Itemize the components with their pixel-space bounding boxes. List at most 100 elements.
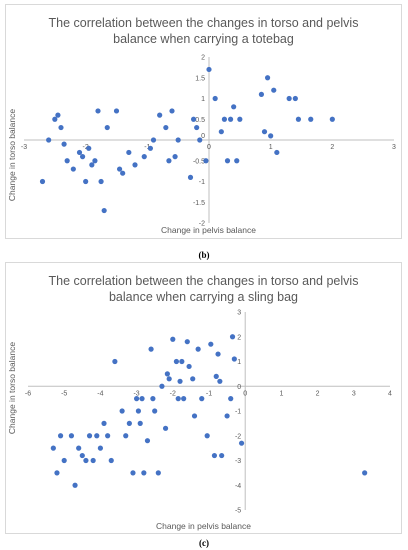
data-point	[101, 420, 107, 426]
y-tick-label: 1.5	[195, 75, 205, 82]
data-point	[57, 433, 64, 439]
x-tick-label: -3	[133, 390, 139, 397]
data-point	[292, 95, 298, 102]
y-tick-label: -1	[199, 179, 205, 186]
data-point	[58, 124, 64, 131]
data-point	[295, 116, 302, 122]
data-point	[104, 124, 110, 131]
data-point	[173, 358, 180, 365]
data-point	[212, 95, 218, 102]
data-point	[191, 413, 198, 419]
data-point	[126, 149, 132, 156]
data-point	[79, 452, 85, 459]
data-point	[268, 133, 274, 139]
x-tick-label: -5	[61, 390, 67, 397]
data-point	[362, 470, 368, 476]
data-point	[61, 457, 67, 464]
data-point	[141, 154, 147, 160]
data-point	[213, 373, 219, 379]
data-point	[108, 457, 114, 464]
data-point	[237, 116, 243, 122]
x-tick-label: 3	[352, 390, 356, 397]
data-point	[195, 346, 201, 352]
data-point	[329, 116, 335, 122]
data-point	[162, 425, 169, 431]
chart-title-line-1: The correlation between the changes in t…	[48, 16, 359, 30]
data-point	[92, 158, 98, 164]
data-point	[113, 108, 120, 114]
data-point	[83, 457, 89, 464]
y-tick-label: -5	[235, 508, 241, 515]
data-point	[152, 408, 158, 414]
data-point	[139, 396, 145, 402]
data-point	[286, 95, 292, 102]
y-tick-label: 1	[201, 96, 205, 103]
data-point	[234, 158, 240, 164]
data-point	[150, 396, 156, 402]
data-point	[135, 408, 142, 414]
data-point	[68, 433, 75, 439]
data-point	[64, 158, 70, 164]
data-point	[177, 378, 183, 384]
x-tick-label: 4	[388, 390, 392, 397]
data-point	[199, 396, 205, 402]
x-tick-label: 0	[243, 390, 247, 397]
data-point	[120, 170, 126, 176]
figure-caption-c: (c)	[199, 538, 209, 548]
data-point	[130, 470, 136, 476]
data-point	[89, 162, 95, 168]
x-tick-label: -4	[97, 390, 103, 397]
data-point	[190, 376, 196, 382]
x-tick-label: 2	[330, 144, 334, 151]
data-point	[86, 145, 92, 151]
data-point	[159, 383, 165, 389]
x-tick-label: 2	[316, 390, 320, 397]
data-point	[186, 363, 192, 370]
data-point	[54, 470, 60, 476]
chart-title-line-2: balance when carrying a totebag	[113, 32, 294, 46]
x-tick-label: 1	[279, 390, 283, 397]
data-point	[76, 149, 83, 156]
y-tick-label: 0	[201, 133, 205, 140]
data-point	[190, 116, 197, 122]
figure-caption-b: (b)	[198, 250, 210, 260]
data-point	[229, 334, 236, 340]
x-axis-label: Change in pelvis balance	[161, 225, 256, 235]
data-point	[105, 433, 111, 439]
data-point	[39, 178, 46, 185]
y-tick-label: -1.5	[193, 200, 205, 207]
data-point	[224, 158, 231, 164]
data-point	[169, 108, 175, 114]
data-point	[211, 452, 218, 459]
y-tick-label: -2	[199, 221, 205, 228]
data-point	[134, 396, 140, 402]
data-point	[46, 137, 52, 143]
data-point	[123, 433, 129, 439]
x-tick-label: 0	[207, 144, 211, 151]
data-point	[221, 116, 228, 122]
chart-totebag: The correlation between the changes in t…	[5, 4, 402, 239]
data-point	[238, 440, 245, 446]
data-point	[197, 137, 203, 143]
data-point	[217, 378, 223, 384]
data-point	[218, 129, 224, 135]
data-point	[116, 166, 123, 172]
data-point	[50, 445, 56, 451]
data-point	[215, 351, 221, 357]
data-point	[204, 433, 210, 439]
data-point	[179, 358, 185, 365]
data-point	[98, 178, 104, 185]
data-point	[137, 420, 143, 426]
data-point	[264, 75, 271, 81]
data-point	[132, 162, 138, 168]
data-point	[141, 470, 147, 476]
x-tick-label: 3	[392, 144, 396, 151]
chart-title-line-2: balance when carrying a sling bag	[108, 290, 298, 304]
data-point	[166, 158, 172, 164]
data-point	[90, 457, 96, 464]
data-point	[157, 112, 163, 118]
data-point	[187, 174, 194, 180]
data-point	[308, 116, 314, 122]
y-tick-label: 0.5	[195, 117, 205, 124]
data-point	[126, 420, 132, 426]
